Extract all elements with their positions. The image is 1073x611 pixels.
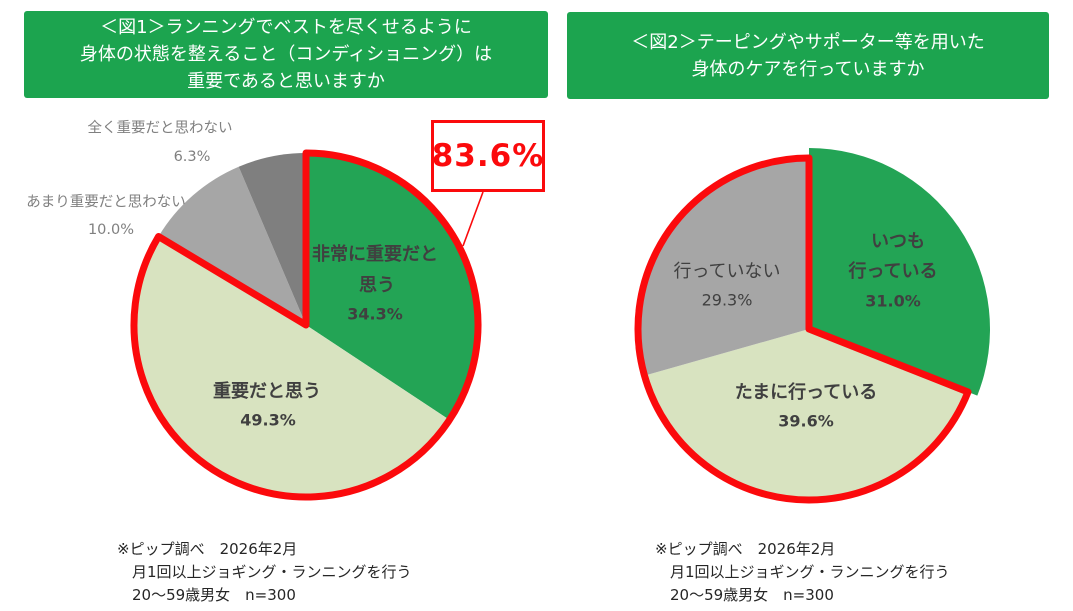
figure2-footnote-line2: 月1回以上ジョギング・ランニングを行う — [670, 563, 950, 581]
pie1-value-very-important: 34.3% — [347, 304, 403, 324]
callout-leader-line — [462, 191, 484, 247]
pie2-label-always-line2: 行っている — [848, 261, 938, 282]
highlight-callout-value: 83.6% — [431, 138, 545, 174]
figure2-title-line1: ＜図2＞テーピングやサポーター等を用いた — [631, 31, 985, 53]
pie1-slice-1 — [134, 236, 450, 497]
pie1-label-very-important-line1: 非常に重要だと — [312, 244, 438, 265]
figure1-footnote-line1: ※ピップ調べ 2026年2月 — [117, 540, 298, 558]
figure1-footnote-line2: 月1回以上ジョギング・ランニングを行う — [132, 563, 412, 581]
pie2-label-never: 行っていない — [673, 261, 781, 282]
pie1-label-not-important: 全く重要だと思わない — [87, 120, 233, 137]
figure2-title-line2: 身体のケアを行っていますか — [691, 58, 925, 80]
pie2-slice-1 — [644, 329, 968, 500]
pie1-value-not-important: 6.3% — [173, 149, 211, 165]
pie1-label-not-very-important: あまり重要だと思わない — [26, 194, 186, 211]
pie2-slice-2 — [638, 158, 809, 376]
pie2-label-always-line1: いつも — [871, 231, 925, 252]
pie2-value-always: 31.0% — [865, 291, 921, 311]
pie1-label-very-important-line2: 思う — [359, 275, 395, 296]
pie2-value-sometimes: 39.6% — [778, 411, 834, 431]
figure1-title-line2: 身体の状態を整えること（コンディショニング）は — [79, 44, 493, 65]
figure1-title-line3: 重要であると思いますか — [187, 71, 385, 92]
pie1-slice-3 — [238, 153, 306, 325]
figure2-footnote-line3: 20〜59歳男女 n=300 — [670, 586, 834, 604]
figure2-footnote-line1: ※ピップ調べ 2026年2月 — [655, 540, 836, 558]
figure1-footnote: ※ピップ調べ 2026年2月 月1回以上ジョギング・ランニングを行う 20〜59… — [117, 538, 412, 607]
pie1-value-important: 49.3% — [240, 410, 296, 430]
pie2-highlight-outline — [634, 154, 972, 504]
figure1-title: ＜図1＞ランニングでベストを尽くせるように 身体の状態を整えること（コンディショ… — [24, 11, 548, 98]
pie2-value-never: 29.3% — [701, 290, 753, 310]
figure1-title-line1: ＜図1＞ランニングでベストを尽くせるように — [100, 17, 472, 38]
pie2-slice-0 — [809, 148, 990, 396]
highlight-callout-box: 83.6% — [431, 120, 545, 192]
figure2-title: ＜図2＞テーピングやサポーター等を用いた 身体のケアを行っていますか — [567, 12, 1049, 99]
figure2-footnote: ※ピップ調べ 2026年2月 月1回以上ジョギング・ランニングを行う 20〜59… — [655, 538, 950, 607]
pie1-value-not-very-important: 10.0% — [87, 222, 135, 238]
pie1-highlight-outline — [130, 149, 482, 501]
pie1-label-important: 重要だと思う — [213, 381, 321, 402]
pie1-slice-2 — [158, 166, 306, 325]
pie1-slice-0 — [306, 153, 478, 420]
figure1-footnote-line3: 20〜59歳男女 n=300 — [132, 586, 296, 604]
pie2-label-sometimes: たまに行っている — [734, 382, 878, 403]
